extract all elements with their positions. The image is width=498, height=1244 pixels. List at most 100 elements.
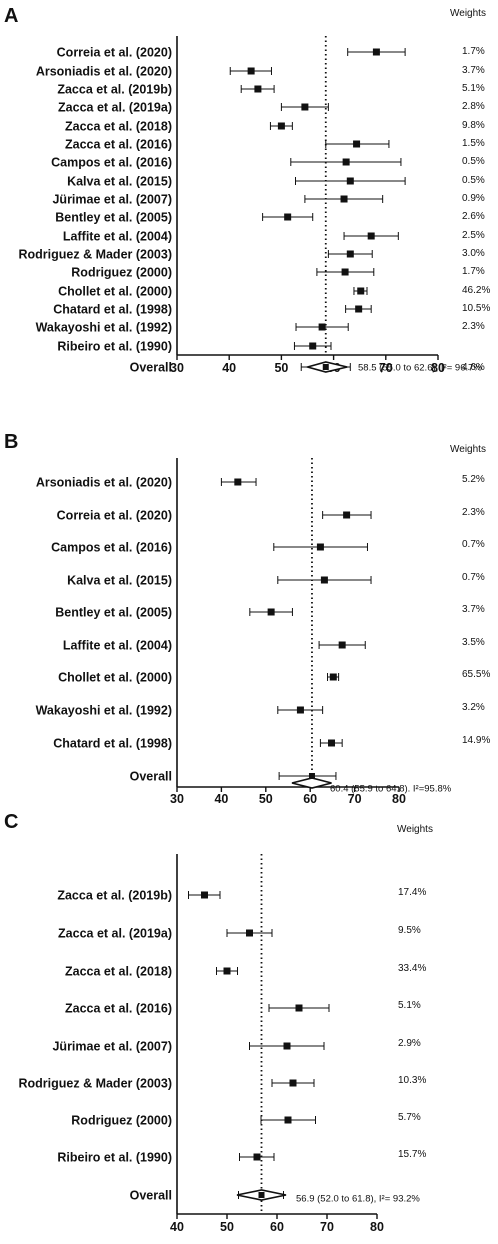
overall-summary-text: 56.9 (52.0 to 61.8), I²= 93.2% xyxy=(296,1194,420,1205)
weight-label: 4.6% xyxy=(462,362,485,373)
weight-label: 0.9% xyxy=(462,193,485,204)
study-row: Chatard et al. (1998) 14.9% xyxy=(53,735,490,751)
study-label: Correia et al. (2020) xyxy=(57,509,172,523)
x-tick-label: 60 xyxy=(270,1220,284,1234)
study-label: Bentley et al. (2005) xyxy=(55,606,172,620)
point-estimate xyxy=(253,1153,261,1161)
weight-label: 5.7% xyxy=(398,1112,421,1123)
weight-label: 3.2% xyxy=(462,702,485,713)
study-row: Rodriguez & Mader (2003) 3.0% xyxy=(18,248,484,262)
weight-label: 1.7% xyxy=(462,266,485,277)
x-tick-label: 30 xyxy=(170,792,184,806)
point-estimate xyxy=(346,250,354,258)
weight-label: 46.2% xyxy=(462,285,490,296)
study-row: Jürimae et al. (2007) 2.9% xyxy=(52,1038,420,1054)
study-row: Chollet et al. (2000) 46.2% xyxy=(58,285,490,299)
overall-row: Overall 58.5 (55.0 to 62.6), I²= 96.7% xyxy=(130,361,483,375)
point-estimate xyxy=(338,641,346,649)
study-label: Wakayoshi et al. (1992) xyxy=(36,704,172,718)
overall-summary-text: 58.5 (55.0 to 62.6), I²= 96.7% xyxy=(358,363,482,374)
study-label: Zacca et al. (2016) xyxy=(65,138,172,152)
x-tick-label: 80 xyxy=(392,792,406,806)
study-label: Correia et al. (2020) xyxy=(57,46,172,60)
study-row: Correia et al. (2020) 2.3% xyxy=(57,507,485,523)
study-row: Laffite et al. (2004) 2.5% xyxy=(63,230,485,244)
weight-label: 17.4% xyxy=(398,887,426,898)
weight-label: 0.7% xyxy=(462,539,485,550)
point-estimate xyxy=(284,213,292,221)
weight-label: 10.3% xyxy=(398,1075,426,1086)
point-estimate xyxy=(318,323,326,331)
study-label: Zacca et al. (2019a) xyxy=(58,101,172,115)
study-label: Zacca et al. (2019b) xyxy=(57,889,172,903)
forest-panel-a: AWeights304050607080Correia et al. (2020… xyxy=(4,5,490,375)
weight-label: 5.2% xyxy=(462,474,485,485)
weight-label: 65.5% xyxy=(462,669,490,680)
point-estimate xyxy=(353,140,361,148)
forest-panel-c: C Weights 40 50 60 70 80 Zacca et al. (2019b) 17… xyxy=(4,811,433,1234)
pooled-diamond xyxy=(291,777,332,789)
point-estimate xyxy=(283,1042,291,1050)
study-label: Chollet et al. (2000) xyxy=(58,285,172,299)
point-estimate xyxy=(289,1079,297,1087)
point-estimate xyxy=(367,232,375,240)
x-tick-label: 50 xyxy=(220,1220,234,1234)
study-label: Chollet et al. (2000) xyxy=(58,671,172,685)
point-estimate xyxy=(295,1004,303,1012)
study-row: Arsoniadis et al. (2020) 5.2% xyxy=(36,474,485,490)
study-label: Zacca et al. (2016) xyxy=(65,1002,172,1016)
x-tick-label: 40 xyxy=(214,792,228,806)
study-label: Bentley et al. (2005) xyxy=(55,211,172,225)
study-row: Zacca et al. (2019b) 17.4% xyxy=(57,887,426,903)
weight-label: 2.6% xyxy=(462,211,485,222)
study-row: Wakayoshi et al. (1992) 3.2% xyxy=(36,702,485,718)
weight-label: 2.3% xyxy=(462,507,485,518)
study-label: Chatard et al. (1998) xyxy=(53,303,172,317)
study-label: Zacca et al. (2019b) xyxy=(57,83,172,97)
study-label: Rodriguez & Mader (2003) xyxy=(18,1077,172,1091)
x-tick-label: 50 xyxy=(274,361,288,375)
weight-label: 3.5% xyxy=(462,637,485,648)
study-row: Rodriguez (2000) 1.7% xyxy=(71,266,485,280)
point-estimate xyxy=(201,891,208,899)
x-tick-label: 40 xyxy=(170,1220,184,1234)
weight-label: 14.9% xyxy=(462,735,490,746)
point-estimate xyxy=(246,929,253,937)
forest-panel-b: B Weights 30 40 50 60 70 80 Arsoniadis et al. (2… xyxy=(4,431,490,806)
study-row: Kalva et al. (2015) 0.5% xyxy=(67,175,485,189)
point-estimate xyxy=(247,67,255,75)
study-label: Rodriguez (2000) xyxy=(71,1114,172,1128)
point-estimate xyxy=(284,1116,292,1124)
study-row: Campos et al. (2016) 0.7% xyxy=(51,539,485,555)
study-label: Laffite et al. (2004) xyxy=(63,639,172,653)
point-estimate xyxy=(301,103,309,111)
weight-label: 1.7% xyxy=(462,46,485,57)
pooled-estimate xyxy=(258,1192,265,1198)
study-row: Zacca et al. (2016) 5.1% xyxy=(65,1000,421,1016)
overall-row: Overall 60.4 (55.9 to 64.8). I²=95.8% xyxy=(130,770,452,795)
point-estimate xyxy=(277,122,285,130)
study-row: Zacca et al. (2019a) 2.8% xyxy=(58,101,485,115)
x-tick-label: 70 xyxy=(348,792,362,806)
study-label: Rodriguez & Mader (2003) xyxy=(18,248,172,262)
weight-label: 10.5% xyxy=(462,303,490,314)
weight-label: 1.5% xyxy=(462,138,485,149)
point-estimate xyxy=(357,287,365,295)
weight-label: 3.7% xyxy=(462,65,485,76)
pooled-estimate xyxy=(322,364,329,370)
study-label: Rodriguez (2000) xyxy=(71,266,172,280)
study-row: Wakayoshi et al. (1992) 2.3% xyxy=(36,321,485,335)
point-estimate xyxy=(254,85,262,93)
point-estimate xyxy=(328,739,336,747)
study-label: Ribeiro et al. (1990) xyxy=(57,340,172,354)
weight-label: 33.4% xyxy=(398,963,426,974)
study-label: Ribeiro et al. (1990) xyxy=(57,1151,172,1165)
x-tick-label: 60 xyxy=(303,792,317,806)
study-row: Rodriguez (2000) 5.7% xyxy=(71,1112,421,1128)
x-tick-label: 40 xyxy=(222,361,236,375)
point-estimate xyxy=(223,967,231,975)
point-estimate xyxy=(267,608,275,616)
weight-label: 0.5% xyxy=(462,156,485,167)
weight-label: 2.9% xyxy=(398,1038,421,1049)
